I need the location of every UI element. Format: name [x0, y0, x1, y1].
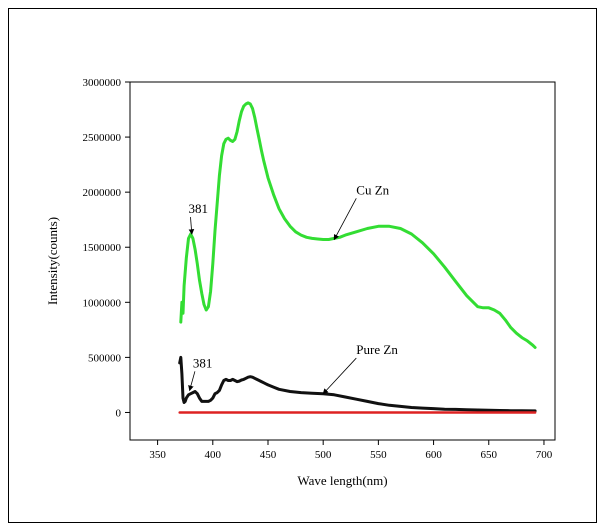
y-tick-label: 2500000 — [83, 132, 122, 144]
plot-area-frame — [129, 81, 556, 441]
x-tick-label: 600 — [425, 449, 442, 461]
annotation-label: 381 — [193, 355, 213, 370]
annotation-arrow — [188, 217, 195, 235]
x-tick-label: 450 — [260, 449, 277, 461]
y-tick-label: 2000000 — [83, 187, 122, 199]
x-axis-label: Wave length(nm) — [297, 473, 387, 488]
x-tick-label: 650 — [481, 449, 498, 461]
annotation-label: 381 — [189, 201, 209, 216]
y-tick-label: 500000 — [88, 352, 122, 364]
x-tick-label: 700 — [536, 449, 553, 461]
y-tick-label: 1000000 — [83, 297, 122, 309]
x-tick-label: 550 — [370, 449, 387, 461]
annotation-arrow — [333, 198, 357, 241]
pure-zn-series-line — [178, 355, 537, 413]
figure-frame — [8, 8, 597, 523]
x-tick-label: 500 — [315, 449, 332, 461]
y-axis-label: Intensity(counts) — [45, 217, 60, 305]
cu-zn-series-line — [179, 101, 537, 349]
annotation-label: Pure Zn — [356, 342, 398, 357]
x-tick-label: 400 — [205, 449, 222, 461]
y-tick-label: 3000000 — [83, 77, 122, 89]
annotation-arrow — [322, 357, 357, 395]
annotation-arrow — [188, 371, 196, 392]
y-tick-label: 0 — [116, 407, 122, 419]
x-tick-label: 350 — [149, 449, 166, 461]
annotation-label: Cu Zn — [356, 182, 389, 197]
y-tick-label: 1500000 — [83, 242, 122, 254]
